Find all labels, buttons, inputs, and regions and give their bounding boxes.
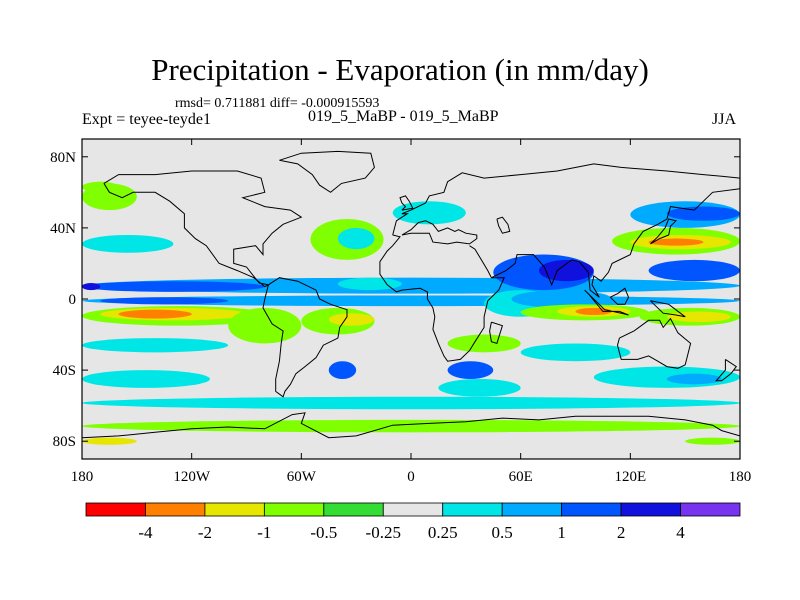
colorbar-box-6 bbox=[442, 502, 503, 517]
x-tick-label: 180 bbox=[71, 469, 94, 485]
field-region-18 bbox=[337, 277, 402, 291]
coastline-mediterranean bbox=[401, 220, 478, 245]
field-region-36 bbox=[666, 311, 731, 323]
coastline-eurasia-africa bbox=[379, 163, 740, 362]
coastline-australia bbox=[616, 317, 692, 369]
colorbar-label: -0.25 bbox=[366, 523, 401, 542]
coastline-greenland bbox=[279, 150, 375, 193]
field-region-7 bbox=[118, 309, 192, 319]
y-tick-label: 40N bbox=[50, 221, 76, 237]
x-tick-label: 0 bbox=[407, 469, 415, 485]
field-region-34 bbox=[648, 259, 740, 282]
field-region-4 bbox=[100, 297, 229, 305]
colorbar-label: 1 bbox=[557, 523, 566, 542]
y-tick-label: 40S bbox=[53, 363, 76, 379]
colorbar-label: 0.5 bbox=[492, 523, 513, 542]
colorbar-box-8 bbox=[561, 502, 622, 517]
colorbar-label: -1 bbox=[257, 523, 271, 542]
experiment-label: Expt = teyee-teyde1 bbox=[82, 111, 211, 128]
colorbar-box-10 bbox=[680, 502, 741, 517]
field-region-20 bbox=[447, 361, 494, 379]
field-region-12 bbox=[228, 307, 302, 344]
field-region-41 bbox=[82, 396, 740, 410]
coastline-uk bbox=[399, 195, 414, 211]
field-region-44 bbox=[392, 201, 466, 225]
field-region-8 bbox=[82, 370, 210, 388]
field-region-1 bbox=[82, 281, 265, 292]
chart-title: Precipitation - Evaporation (in mm/day) bbox=[151, 52, 649, 87]
colorbar-box-2 bbox=[204, 502, 265, 517]
y-tick-label: 80N bbox=[50, 150, 76, 166]
field-region-28 bbox=[575, 307, 613, 316]
field-region-33 bbox=[666, 206, 740, 221]
field-region-14 bbox=[328, 313, 375, 326]
colorbar-box-3 bbox=[263, 502, 325, 517]
center-subtitle: 019_5_MaBP - 019_5_MaBP bbox=[308, 108, 499, 125]
field-region-17 bbox=[337, 227, 375, 250]
coastline-new-zealand bbox=[715, 358, 738, 382]
coastline-japan bbox=[650, 218, 677, 245]
x-tick-label: 60E bbox=[509, 469, 533, 485]
field-region-42 bbox=[82, 437, 137, 445]
coastline-indonesia bbox=[584, 289, 629, 316]
field-region-11 bbox=[82, 235, 174, 253]
coastline-madagascar bbox=[489, 321, 504, 345]
colorbar-label: -0.5 bbox=[310, 523, 337, 542]
colorbar-box-0 bbox=[85, 502, 146, 517]
field-region-31 bbox=[648, 238, 704, 246]
field-region-19 bbox=[438, 379, 521, 397]
field-region-2 bbox=[82, 283, 101, 291]
field-region-25 bbox=[511, 290, 613, 308]
coastline-layer bbox=[82, 150, 740, 439]
colorbar-label: 0.25 bbox=[428, 523, 458, 542]
colorbar-box-7 bbox=[501, 502, 563, 517]
coastline-north-america bbox=[103, 170, 303, 288]
colorbar: -4 -2 -1 -0.5 -0.25 0.25 0.5 1 2 4 bbox=[85, 502, 741, 542]
season-label: JJA bbox=[712, 111, 737, 128]
field-region-38 bbox=[666, 373, 722, 385]
stats-line: rmsd= 0.711881 diff= -0.000915593 bbox=[175, 96, 380, 111]
field-region-24 bbox=[538, 259, 594, 282]
colorbar-label: -2 bbox=[198, 523, 212, 542]
coastline-south-america bbox=[262, 277, 348, 398]
colorbar-label: -4 bbox=[138, 523, 153, 542]
y-tick-label: 0 bbox=[69, 292, 77, 308]
field-region-43 bbox=[685, 437, 740, 445]
x-tick-label: 120W bbox=[173, 469, 211, 485]
x-tick-label: 60W bbox=[287, 469, 317, 485]
y-tick-label: 80S bbox=[53, 434, 76, 450]
field-region-39 bbox=[520, 343, 631, 362]
colorbar-box-4 bbox=[323, 502, 384, 517]
colorbar-label: 4 bbox=[676, 523, 685, 542]
field-region-15 bbox=[328, 361, 357, 379]
coastline-antarctica bbox=[82, 412, 740, 439]
field-region-40 bbox=[82, 419, 740, 433]
coastline-new-guinea bbox=[650, 300, 686, 318]
colorbar-box-1 bbox=[145, 502, 206, 517]
axes-layer: 180 120W 60W 0 60E 120E 180 80N 40N 0 40S 80S bbox=[50, 139, 751, 485]
coastline-arabia-red-sea bbox=[469, 245, 492, 278]
field-region-9 bbox=[82, 338, 229, 353]
coastline-borneo bbox=[609, 287, 630, 305]
colorbar-box-5 bbox=[382, 502, 444, 517]
x-tick-label: 120E bbox=[614, 469, 646, 485]
colorbar-label: 2 bbox=[617, 523, 626, 542]
x-tick-label: 180 bbox=[729, 469, 752, 485]
field-region-45 bbox=[82, 181, 119, 193]
field-region-21 bbox=[447, 334, 521, 353]
field-layer bbox=[82, 181, 740, 445]
coastline-caspian bbox=[496, 216, 511, 234]
colorbar-box-9 bbox=[620, 502, 681, 517]
